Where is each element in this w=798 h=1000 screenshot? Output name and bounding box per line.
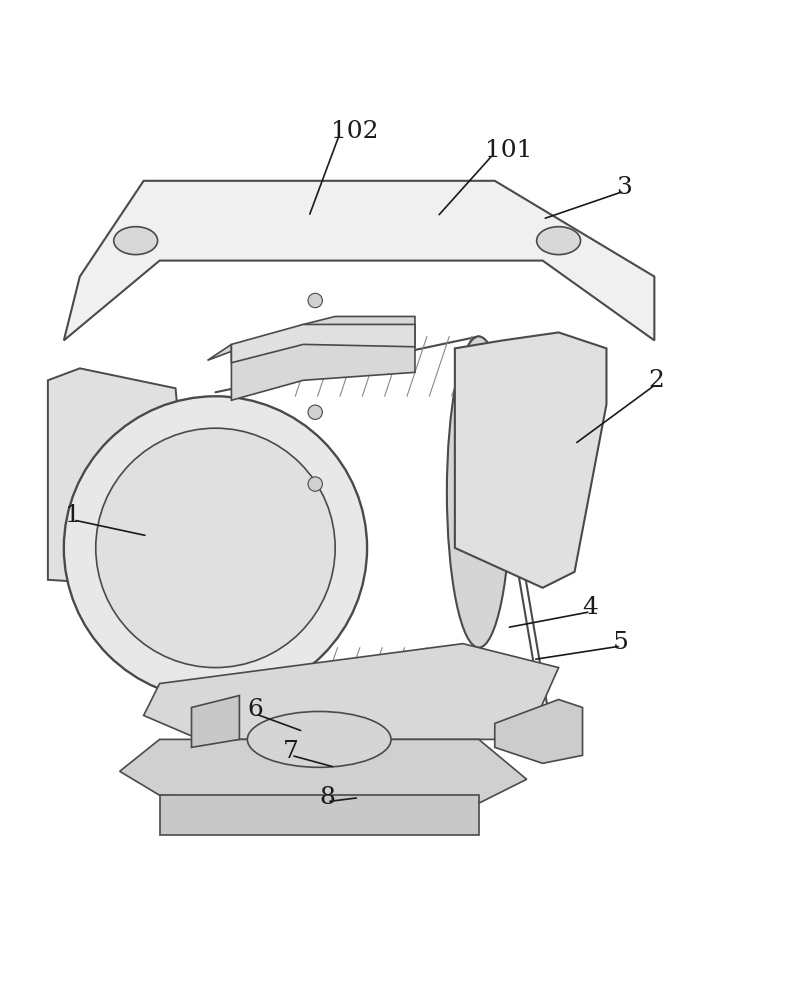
Polygon shape bbox=[120, 739, 527, 803]
Text: 4: 4 bbox=[583, 596, 598, 619]
Polygon shape bbox=[160, 795, 479, 835]
Text: 3: 3 bbox=[616, 176, 632, 199]
Ellipse shape bbox=[536, 227, 580, 255]
Polygon shape bbox=[231, 324, 415, 363]
Ellipse shape bbox=[113, 227, 158, 255]
Polygon shape bbox=[455, 332, 606, 588]
Ellipse shape bbox=[447, 336, 511, 648]
Text: 101: 101 bbox=[485, 139, 532, 162]
Text: 7: 7 bbox=[283, 740, 299, 763]
Polygon shape bbox=[64, 181, 654, 340]
Ellipse shape bbox=[96, 428, 335, 668]
Text: 6: 6 bbox=[247, 698, 263, 721]
Polygon shape bbox=[192, 696, 239, 747]
Polygon shape bbox=[144, 644, 559, 739]
Ellipse shape bbox=[308, 405, 322, 419]
Ellipse shape bbox=[308, 477, 322, 491]
Polygon shape bbox=[495, 700, 583, 763]
Ellipse shape bbox=[247, 711, 391, 767]
Text: 1: 1 bbox=[65, 504, 81, 527]
Polygon shape bbox=[48, 368, 192, 588]
Text: 2: 2 bbox=[648, 369, 664, 392]
Polygon shape bbox=[207, 316, 415, 400]
Ellipse shape bbox=[308, 293, 322, 308]
Text: 5: 5 bbox=[613, 631, 629, 654]
Text: 102: 102 bbox=[331, 120, 379, 143]
Ellipse shape bbox=[64, 396, 367, 700]
Text: 8: 8 bbox=[319, 786, 335, 809]
